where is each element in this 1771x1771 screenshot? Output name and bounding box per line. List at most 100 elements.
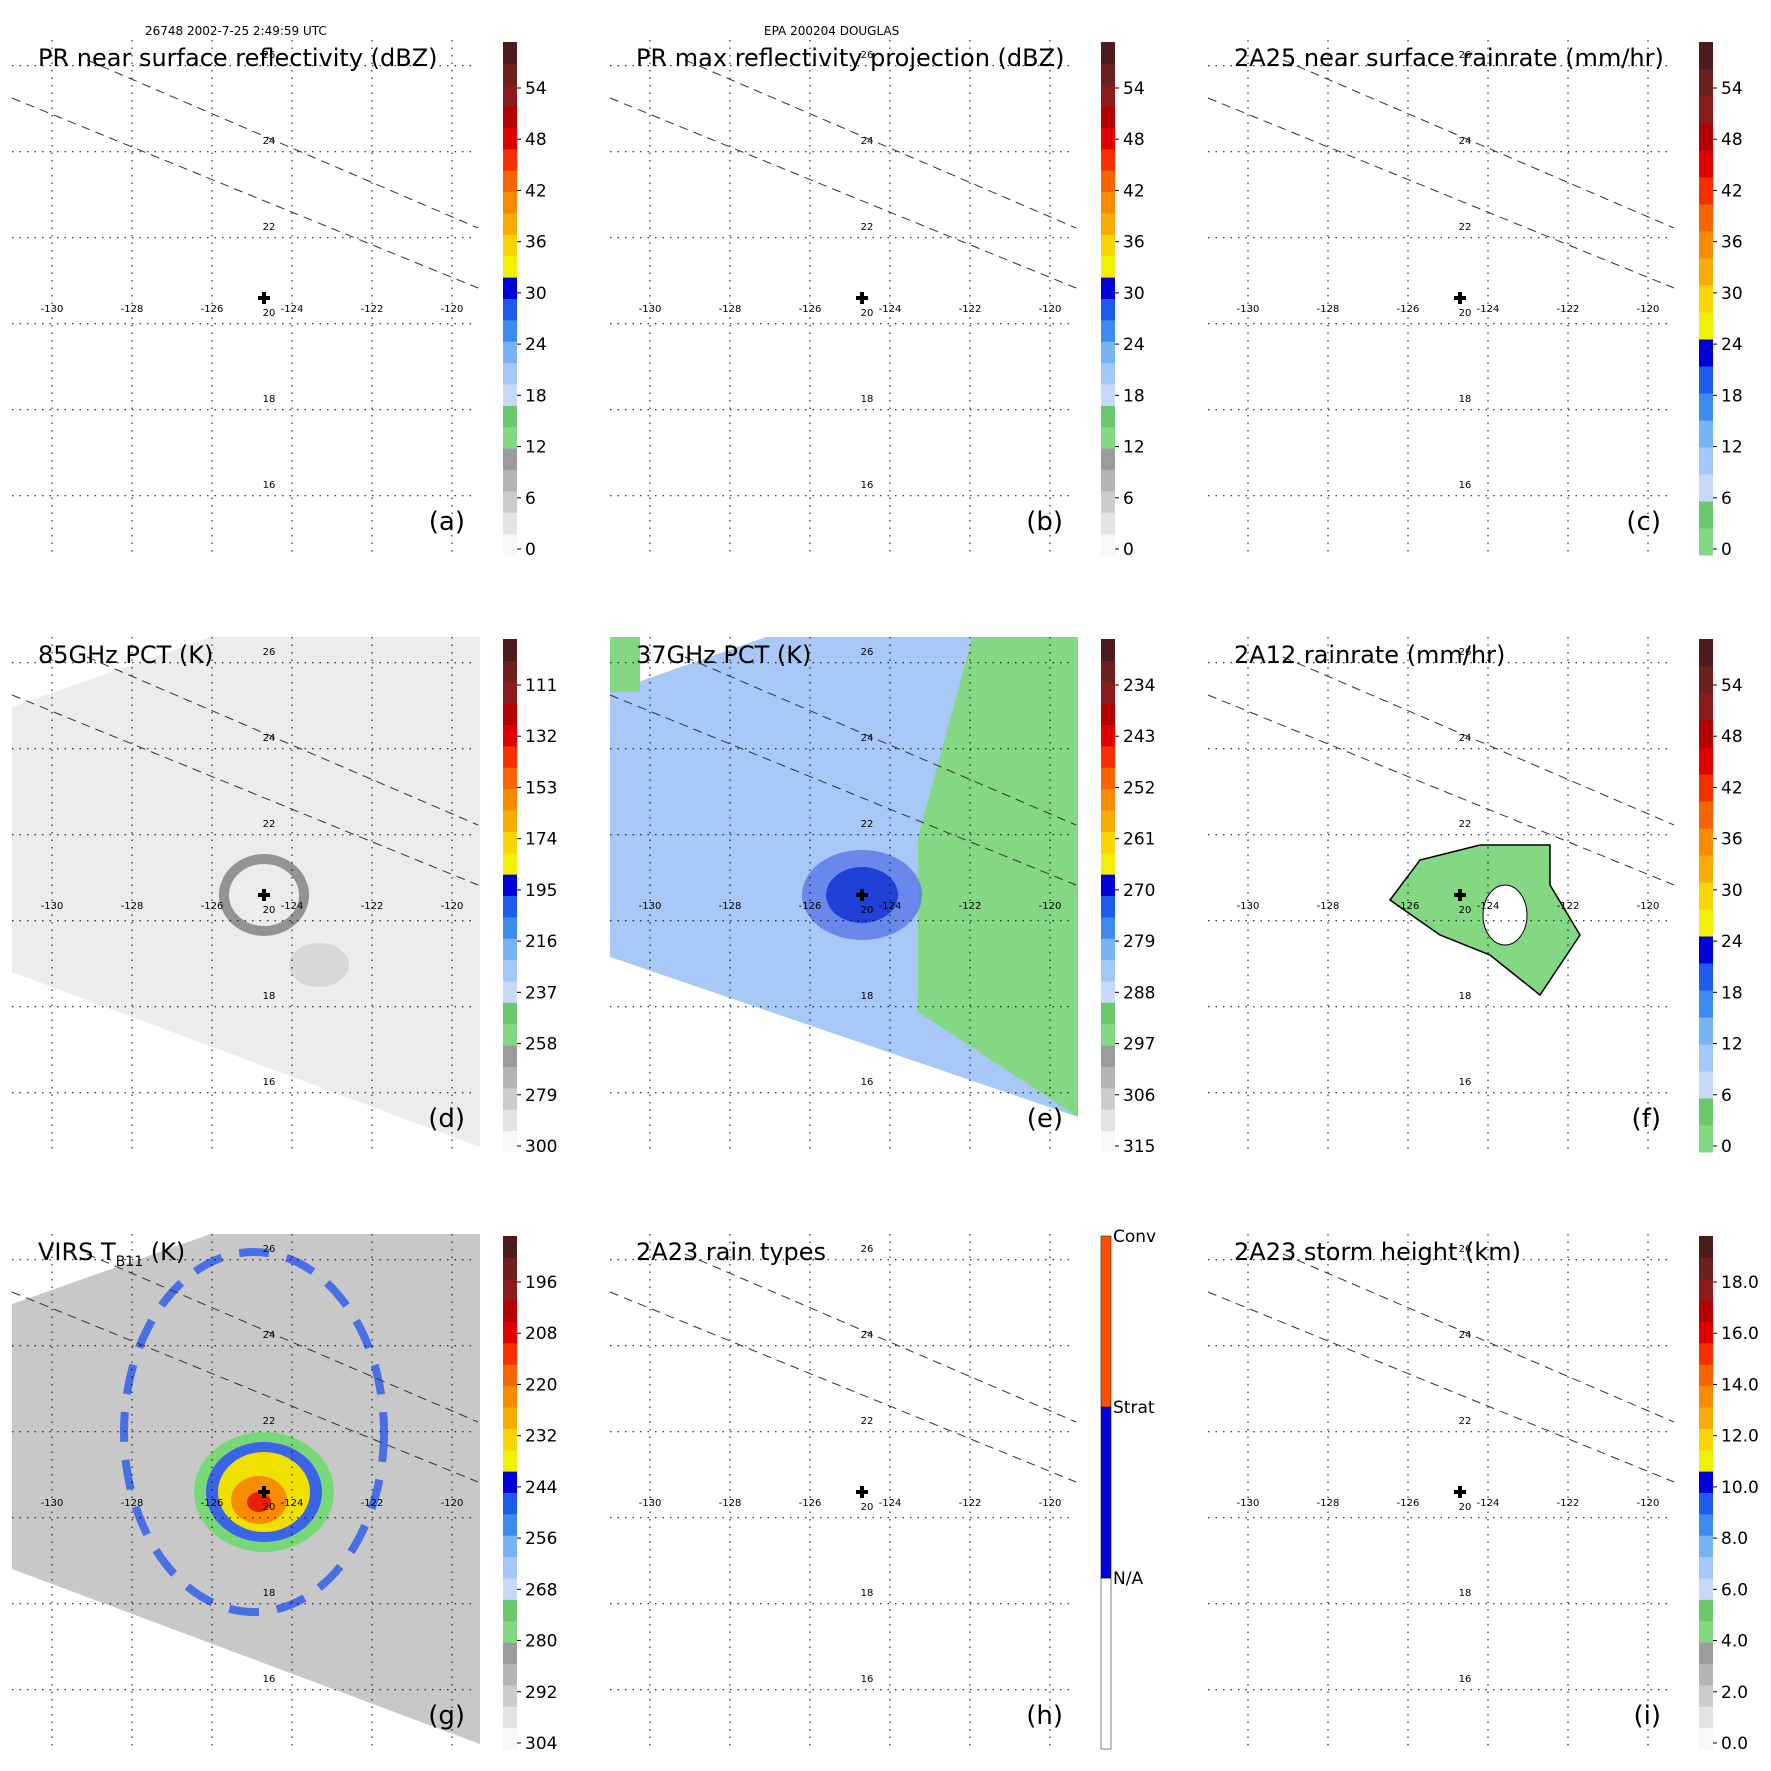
colorbar-segment <box>1101 724 1115 747</box>
swath-edge <box>684 1253 1077 1423</box>
colorbar-segment <box>1699 936 1713 964</box>
colorbar-segment <box>503 298 517 321</box>
colorbar-tick: 48 <box>525 130 547 150</box>
colorbar-tick: 261 <box>1123 830 1155 850</box>
colorbar-segment <box>1699 828 1713 856</box>
lon-tick-label: -128 <box>121 901 144 912</box>
colorbar-segment <box>1699 528 1713 556</box>
colorbar-segment <box>503 1727 517 1750</box>
lat-tick-label: 22 <box>861 819 874 830</box>
colorbar-segment <box>1101 831 1115 854</box>
eyewall-ring <box>219 854 309 936</box>
lat-tick-label: 22 <box>861 1416 874 1427</box>
colorbar-segment <box>1699 393 1713 421</box>
colorbar-segment <box>503 1535 517 1558</box>
swath-edge <box>86 656 479 826</box>
colorbar-segment <box>503 341 517 364</box>
field-layer <box>12 637 480 1147</box>
lon-tick-label: -122 <box>361 304 384 315</box>
colorbar-tick: Strat <box>1113 1398 1155 1418</box>
lat-tick-label: 26 <box>263 1244 276 1255</box>
lon-tick-label: -126 <box>1397 1498 1420 1509</box>
panel-h: -130 -128 -126 -124 -122 -120 26 24 22 20 18 16 2A23… <box>609 1227 1156 1750</box>
colorbar-segment <box>1699 1321 1713 1344</box>
colorbar-segment <box>1100 1577 1112 1750</box>
lat-tick-label: 26 <box>263 647 276 658</box>
lat-tick-label: 18 <box>861 991 874 1002</box>
swath-edge <box>1282 656 1675 826</box>
colorbar-tick: 54 <box>525 79 547 99</box>
colorbar-segment <box>1100 1406 1112 1579</box>
lat-tick-label: 26 <box>1459 50 1472 61</box>
colorbar: 54 48 42 36 30 24 18 12 6 0 <box>503 42 547 560</box>
colorbar-segment <box>503 1257 517 1280</box>
colorbar-segment <box>1699 1017 1713 1045</box>
lat-tick-label: 20 <box>861 905 874 916</box>
lat-tick-label: 22 <box>1459 819 1472 830</box>
lat-tick-label: 16 <box>861 1077 874 1088</box>
colorbar-tick: 216 <box>525 932 557 952</box>
colorbar-segment <box>1101 127 1115 150</box>
lon-tick-label: -120 <box>1637 304 1660 315</box>
colorbar: 54 48 42 36 30 24 18 12 6 0 <box>1699 42 1743 560</box>
colorbar-segment <box>503 1513 517 1536</box>
colorbar-segment <box>1101 469 1115 492</box>
lat-tick-label: 20 <box>263 308 276 319</box>
colorbar-segment <box>1699 1428 1713 1451</box>
panel-label: (i) <box>1633 1701 1661 1731</box>
colorbar-tick: 6 <box>1123 489 1134 509</box>
panel-title: 2A23 storm height (km) <box>1234 1238 1521 1266</box>
colorbar-tick: 6 <box>1721 1086 1732 1106</box>
colorbar-tick: 208 <box>525 1324 557 1344</box>
colorbar-segment <box>503 1002 517 1025</box>
lat-tick-label: 16 <box>1459 1077 1472 1088</box>
colorbar-tick: 258 <box>525 1035 557 1055</box>
colorbar-segment <box>503 490 517 513</box>
colorbar-segment <box>1699 720 1713 748</box>
lat-tick-label: 24 <box>861 136 874 147</box>
colorbar-segment <box>1699 1236 1713 1258</box>
colorbar-segment <box>1101 490 1115 513</box>
colorbar-segment <box>503 1706 517 1729</box>
colorbar-segment <box>503 170 517 193</box>
colorbar-segment <box>1699 1492 1713 1515</box>
lat-tick-label: 16 <box>1459 480 1472 491</box>
colorbar-segment <box>1100 1235 1112 1408</box>
lon-tick-label: -122 <box>361 1498 384 1509</box>
warm-region <box>918 637 1078 1117</box>
colorbar-segment <box>1699 1706 1713 1729</box>
colorbar-tick: 14.0 <box>1721 1375 1759 1395</box>
colorbar-segment <box>1101 874 1115 896</box>
colorbar-segment <box>1699 855 1713 883</box>
colorbar-segment <box>503 63 517 86</box>
colorbar-segment <box>503 1599 517 1622</box>
colorbar-segment <box>1101 42 1115 64</box>
colorbar-segment <box>1699 1364 1713 1387</box>
colorbar-segment <box>1699 177 1713 205</box>
colorbar-tick: 315 <box>1123 1137 1155 1157</box>
lon-tick-label: -126 <box>799 1498 822 1509</box>
colorbar-tick: 195 <box>525 881 557 901</box>
colorbar-tick: 220 <box>525 1375 557 1395</box>
colorbar-segment <box>1101 298 1115 321</box>
lat-tick-label: 22 <box>263 819 276 830</box>
panel-d: -130 -128 -126 -124 -122 -120 26 24 22 20 18 16 85GH… <box>11 637 557 1157</box>
colorbar-tick: 42 <box>1721 778 1743 798</box>
panel-label: (b) <box>1026 507 1063 537</box>
colorbar-tick: 0.0 <box>1721 1734 1748 1754</box>
lon-tick-label: -120 <box>1039 1498 1062 1509</box>
colorbar-tick: 300 <box>525 1137 557 1157</box>
colorbar-tick: 36 <box>525 233 547 253</box>
colorbar-tick: 0 <box>1721 1137 1732 1157</box>
lon-tick-label: -126 <box>799 304 822 315</box>
lat-tick-label: 18 <box>1459 991 1472 1002</box>
colorbar-segment <box>503 148 517 171</box>
colorbar-segment <box>1699 1663 1713 1686</box>
colorbar-segment <box>1101 1087 1115 1110</box>
colorbar-tick: 232 <box>525 1427 557 1447</box>
colorbar-segment <box>503 1385 517 1408</box>
colorbar-tick: 10.0 <box>1721 1478 1759 1498</box>
colorbar-segment <box>503 362 517 385</box>
colorbar-tick: 6 <box>525 489 536 509</box>
panel-label: (h) <box>1026 1701 1063 1731</box>
